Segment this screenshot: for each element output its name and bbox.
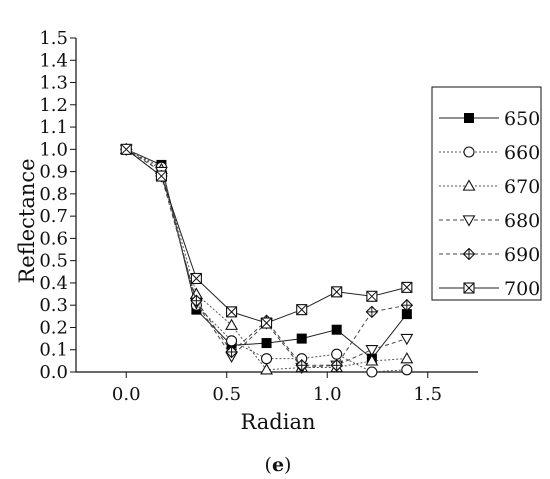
y-tick-label: 1.3	[39, 73, 68, 94]
y-tick-label: 1.5	[39, 28, 68, 49]
legend-label: 660	[504, 142, 540, 164]
legend-item-670: 670	[439, 176, 540, 198]
data-point-680	[400, 333, 414, 346]
y-tick-label: 1.2	[39, 95, 68, 116]
y-tick-label: 0.1	[39, 340, 68, 361]
data-point-650	[331, 324, 342, 335]
data-point-660	[331, 348, 343, 360]
data-point-700	[226, 306, 238, 318]
y-tick-label: 0.2	[39, 317, 68, 338]
y-tick-label: 1.1	[39, 117, 68, 138]
legend-label: 650	[504, 108, 540, 130]
legend-frame	[431, 86, 542, 301]
data-point-660	[226, 335, 238, 347]
data-point-670	[260, 363, 273, 375]
y-tick-label: 0.5	[39, 251, 68, 272]
marker-x-b	[261, 317, 272, 329]
data-point-660	[366, 366, 378, 378]
marker-triangle-up	[225, 318, 239, 330]
data-point-690	[330, 359, 343, 372]
data-point-680	[365, 345, 379, 357]
y-axis-label: Reflectance	[15, 158, 39, 283]
y-tick-label: 0.8	[39, 184, 68, 205]
y-tick-label: 1.0	[39, 139, 68, 160]
data-point-700	[190, 272, 202, 285]
y-tick-label: 0.4	[39, 273, 68, 294]
y-tick-label: 0.9	[39, 162, 68, 183]
data-point-700	[296, 304, 308, 316]
y-tick-label: 0.0	[39, 362, 68, 383]
x-tick-label: 0.0	[112, 384, 141, 405]
legend-label: 680	[504, 210, 540, 232]
marker-triangle-down	[400, 333, 414, 346]
marker-triangle-up	[400, 352, 414, 364]
data-point-690	[365, 305, 379, 319]
marker-x-b	[366, 290, 378, 302]
data-point-690	[225, 345, 238, 359]
marker-triangle-down	[365, 345, 379, 357]
data-point-700	[331, 286, 343, 298]
marker-triangle-up	[260, 363, 273, 375]
data-point-700	[260, 317, 273, 329]
data-point-700	[366, 290, 378, 302]
marker-x-b	[463, 282, 475, 294]
marker-square	[331, 324, 342, 335]
x-tick-label: 0.5	[212, 384, 241, 405]
x-ticks: 0.0 0.5 1.0 1.5	[112, 372, 442, 405]
marker-x-b	[120, 143, 132, 155]
legend-label: 690	[504, 244, 540, 266]
legend-label: 670	[504, 176, 540, 198]
y-tick-label: 0.6	[39, 228, 68, 249]
legend: 650 660 670 680 690 700	[431, 86, 542, 301]
marker-square	[464, 113, 474, 123]
marker-x-b	[156, 170, 167, 182]
marker-circle	[260, 353, 273, 365]
series-layer	[119, 142, 414, 378]
marker-circle	[401, 364, 413, 376]
legend-item-690: 690	[439, 244, 540, 266]
marker-triangle-up	[462, 179, 476, 191]
marker-circle	[366, 366, 378, 378]
legend-item-680: 680	[439, 210, 540, 232]
marker-circle	[331, 348, 343, 360]
legend-item-700: 700	[439, 278, 540, 300]
y-tick-label: 0.7	[39, 206, 68, 227]
data-point-700	[401, 281, 413, 293]
marker-x-b	[331, 286, 343, 298]
x-tick-label: 1.0	[313, 384, 342, 405]
marker-x-b	[401, 282, 413, 293]
legend-item-660: 660	[439, 142, 540, 164]
data-point-670	[225, 318, 239, 330]
marker-square	[261, 338, 272, 349]
series-700	[120, 143, 413, 329]
data-point-690	[295, 359, 309, 372]
data-point-660	[401, 364, 413, 376]
marker-triangle-up	[365, 354, 379, 366]
x-axis-label: Radian	[240, 410, 315, 434]
x-tick-label: 1.5	[413, 384, 442, 405]
legend-label: 700	[504, 278, 540, 300]
y-ticks: 0.00.10.20.30.40.50.60.70.80.91.01.11.21…	[39, 28, 76, 383]
marker-circle	[463, 146, 475, 158]
marker-x-b	[191, 273, 202, 284]
marker-triangle-down	[462, 215, 476, 227]
data-point-650	[296, 333, 307, 344]
y-tick-label: 0.3	[39, 295, 68, 316]
data-point-670	[365, 354, 379, 366]
data-point-690	[400, 298, 414, 312]
figure-caption: (e)	[265, 454, 292, 476]
legend-item-650: 650	[439, 108, 540, 130]
data-point-670	[400, 352, 414, 364]
y-tick-label: 1.4	[39, 50, 68, 71]
marker-x-b	[296, 304, 308, 316]
marker-square	[296, 333, 307, 344]
data-point-700	[155, 170, 167, 182]
marker-circle	[226, 335, 238, 347]
data-point-660	[260, 353, 273, 365]
data-point-690	[190, 294, 203, 308]
data-point-700	[120, 143, 132, 155]
marker-x-b	[226, 306, 237, 318]
data-point-650	[261, 338, 272, 349]
